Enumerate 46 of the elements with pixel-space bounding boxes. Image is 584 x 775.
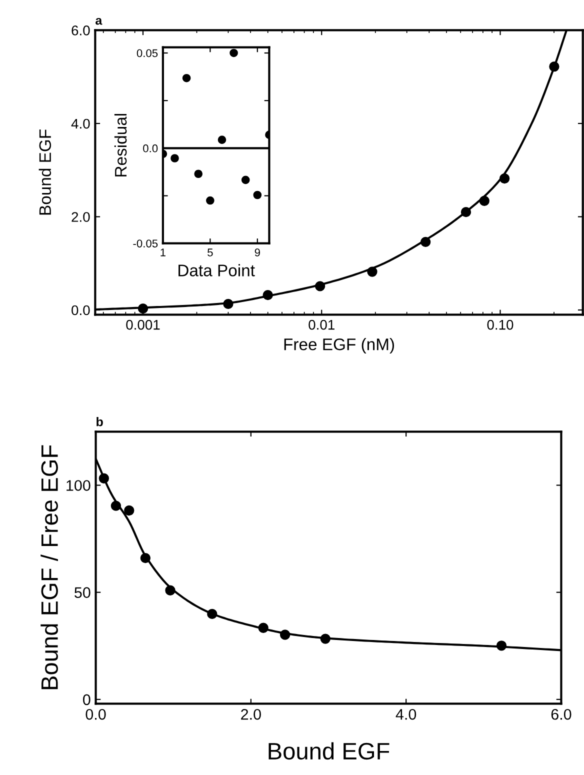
x-axis-title: Bound EGF (268, 742, 390, 760)
x-tick-label: 0.001 (126, 320, 160, 330)
x-tick-label: 6.0 (551, 708, 572, 720)
y-tick-label: 0.0 (143, 144, 158, 152)
point (207, 608, 218, 620)
x-tick-label: 2.0 (241, 708, 261, 720)
x-tick-label: 1 (160, 248, 166, 256)
point (280, 630, 290, 640)
y-tick-label: 100 (66, 480, 90, 491)
point (496, 640, 507, 651)
y-tick-label: 0 (83, 694, 90, 706)
point (218, 136, 226, 144)
point (98, 473, 110, 484)
y-tick-label: 0.0 (72, 305, 90, 316)
y-axis-title: Bound EGF / Free EGF (40, 445, 58, 690)
y-tick-label: 50 (74, 587, 90, 598)
point (206, 196, 214, 205)
point (110, 500, 122, 511)
y-axis-title: Bound EGF (38, 130, 52, 215)
y-tick-label: -0.05 (133, 240, 158, 248)
y-tick-label: 6.0 (72, 26, 90, 36)
point (124, 505, 134, 516)
point (241, 176, 250, 184)
point (165, 585, 176, 596)
x-tick-label: 4.0 (396, 708, 416, 720)
point (253, 190, 262, 200)
y-axis-title: Residual (114, 114, 127, 176)
chart-title: b (96, 417, 103, 426)
y-tick-label: 2.0 (72, 212, 90, 222)
x-axis-title: Data Point (178, 264, 255, 276)
point (230, 48, 238, 58)
point (320, 634, 330, 644)
x-tick-label: 0.01 (308, 320, 334, 330)
x-tick-label: 5 (208, 248, 213, 256)
point (170, 154, 179, 162)
point (140, 552, 151, 564)
point (182, 74, 191, 82)
point (194, 170, 203, 178)
x-tick-label: 0.0 (86, 708, 106, 720)
chart-title: a (96, 18, 102, 25)
x-axis-title: Free EGF (nM) (284, 338, 394, 354)
x-tick-label: 9 (254, 248, 260, 256)
point (258, 622, 268, 633)
y-tick-label: 4.0 (71, 118, 90, 129)
x-tick-label: 0.10 (487, 320, 514, 330)
y-tick-label: 0.05 (136, 49, 158, 58)
